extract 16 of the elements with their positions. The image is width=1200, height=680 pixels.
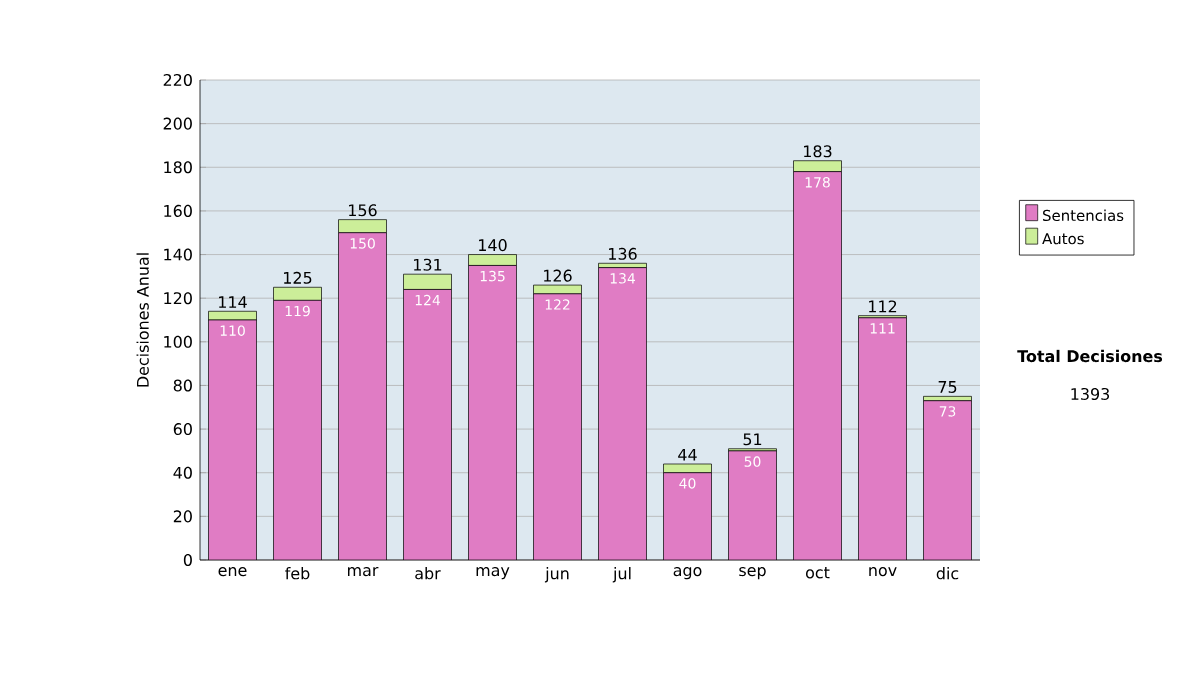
bar [338, 219, 387, 234]
bar [403, 273, 452, 290]
bar [923, 400, 972, 560]
bar [793, 171, 842, 560]
bar [468, 254, 517, 266]
bar [598, 267, 647, 560]
bar [338, 232, 387, 560]
bar [273, 286, 322, 301]
bar [533, 293, 582, 560]
bar [208, 319, 257, 560]
bar [273, 300, 322, 560]
bar [403, 289, 452, 560]
bar [728, 450, 777, 560]
bar [663, 472, 712, 560]
bar [858, 317, 907, 560]
bar [468, 265, 517, 560]
